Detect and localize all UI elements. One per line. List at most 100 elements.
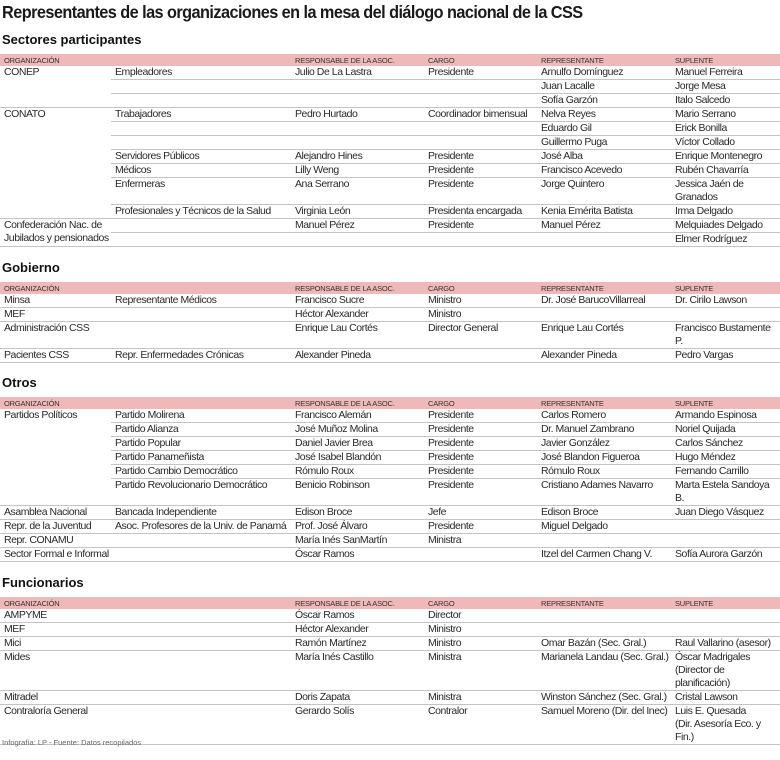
cell-cargo: Presidente xyxy=(424,409,537,423)
cell-responsable: Héctor Alexander xyxy=(291,622,424,637)
column-header-representante: REPRESENTANTE xyxy=(537,54,671,66)
cell-responsable: Francisco Alemán xyxy=(291,409,424,423)
cell-subgrupo: Repr. Enfermedades Crónicas xyxy=(111,348,291,363)
cell-representante: Javier González xyxy=(537,436,671,451)
cell-responsable: Rómulo Roux xyxy=(291,464,424,479)
cell-responsable: José Muñoz Molina xyxy=(291,422,424,437)
cell-cargo: Presidente xyxy=(424,436,537,451)
cell-responsable: Doris Zapata xyxy=(291,690,424,705)
cell-cargo xyxy=(424,121,537,136)
cell-suplente: Marta Estela Sandoya B. xyxy=(671,478,780,506)
cell-suplente: Erick Bonilla xyxy=(671,121,780,136)
cell-suplente: Fernando Carrillo xyxy=(671,464,780,479)
table-row: Mides María Inés Castillo Ministra Marianel… xyxy=(0,650,780,691)
cell-responsable: Julio De La Lastra xyxy=(291,66,424,80)
column-header-subgrupo xyxy=(111,397,291,409)
cell-responsable xyxy=(291,121,424,136)
section-gobierno: Gobierno ORGANIZACIÓN RESPONSABLE DE LA AS… xyxy=(0,260,780,363)
cell-suplente: Italo Salcedo xyxy=(671,93,780,108)
column-header-organizacion: ORGANIZACIÓN xyxy=(0,282,111,294)
cell-responsable: Ana Serrano xyxy=(291,177,424,205)
cell-suplente: Rubén Chavarría xyxy=(671,163,780,178)
cell-subgrupo: Partido Molirena xyxy=(111,409,291,423)
cell-cargo: Presidente xyxy=(424,163,537,178)
cell-representante: Eduardo Gil xyxy=(537,121,671,136)
cell-organizacion: Repr. de la Juventud xyxy=(0,519,111,534)
table-row: MEF Héctor Alexander Ministro xyxy=(0,622,780,637)
table-row: CONEP Empleadores Julio De La Lastra Presid… xyxy=(0,66,780,108)
cell-suplente: Noriel Quijada xyxy=(671,422,780,437)
table-row: Repr. de la Juventud Asoc. Profesores de … xyxy=(0,519,780,534)
representatives-table: ORGANIZACIÓN RESPONSABLE DE LA ASOC. CARGO… xyxy=(0,597,780,745)
cell-cargo xyxy=(424,93,537,108)
table-row: Elmer Rodríguez xyxy=(0,232,780,247)
cell-representante: Samuel Moreno (Dir. del Inec) xyxy=(537,704,671,745)
cell-organizacion: Contraloría General xyxy=(0,704,111,745)
column-header-representante: REPRESENTANTE xyxy=(537,597,671,609)
cell-representante: Miguel Delgado xyxy=(537,519,671,534)
cell-suplente: Hugo Méndez xyxy=(671,450,780,465)
cell-cargo: Presidente xyxy=(424,464,537,479)
column-header-suplente: SUPLENTE xyxy=(671,397,780,409)
column-header-subgrupo xyxy=(111,282,291,294)
cell-representante: Carlos Romero xyxy=(537,409,671,423)
cell-representante: Francisco Acevedo xyxy=(537,163,671,178)
cell-organizacion: Asamblea Nacional xyxy=(0,505,111,520)
representatives-table: ORGANIZACIÓN RESPONSABLE DE LA ASOC. CARGO… xyxy=(0,54,780,247)
cell-responsable xyxy=(291,232,424,247)
cell-responsable: Prof. José Álvaro xyxy=(291,519,424,534)
cell-subgrupo: Partido Revolucionario Democrático xyxy=(111,478,291,506)
table-row: Sofía Garzón Italo Salcedo xyxy=(0,93,780,108)
cell-suplente xyxy=(671,622,780,637)
representatives-table: ORGANIZACIÓN RESPONSABLE DE LA ASOC. CARGO… xyxy=(0,397,780,562)
column-header-subgrupo xyxy=(111,597,291,609)
cell-suplente: Víctor Collado xyxy=(671,135,780,150)
cell-responsable: Manuel Pérez xyxy=(291,218,424,233)
table-row: Repr. CONAMU María Inés SanMartín Ministra xyxy=(0,533,780,548)
column-header-cargo: CARGO xyxy=(424,282,537,294)
cell-cargo: Ministra xyxy=(424,533,537,548)
table-row: Médicos Lilly Weng Presidente Francisco Ace… xyxy=(0,163,780,178)
cell-organizacion: Minsa xyxy=(0,294,111,308)
table-row: Administración CSS Enrique Lau Cortés Dire… xyxy=(0,321,780,349)
cell-representante: Winston Sánchez (Sec. Gral.) xyxy=(537,690,671,705)
cell-suplente: Cristal Lawson xyxy=(671,690,780,705)
cell-cargo: Director xyxy=(424,609,537,623)
cell-responsable: Pedro Hurtado xyxy=(291,107,424,122)
cell-subgrupo xyxy=(111,307,291,322)
cell-responsable: Óscar Ramos xyxy=(291,547,424,562)
cell-cargo xyxy=(424,232,537,247)
cell-subgrupo: Asoc. Profesores de la Univ. de Panamá xyxy=(111,519,291,534)
cell-subgrupo xyxy=(111,547,291,562)
cell-organizacion: Partidos Políticos xyxy=(0,409,111,506)
cell-responsable xyxy=(291,93,424,108)
column-header-suplente: SUPLENTE xyxy=(671,597,780,609)
cell-representante: Kenia Emérita Batista xyxy=(537,204,671,219)
cell-organizacion: Administración CSS xyxy=(0,321,111,349)
cell-suplente: Jorge Mesa xyxy=(671,79,780,94)
cell-cargo: Ministro xyxy=(424,294,537,308)
cell-subgrupo xyxy=(111,533,291,548)
source-credit: Infografía: LP - Fuente: Datos recopilad… xyxy=(2,738,142,747)
cell-cargo: Director General xyxy=(424,321,537,349)
cell-cargo: Presidente xyxy=(424,450,537,465)
cell-representante: Itzel del Carmen Chang V. xyxy=(537,547,671,562)
cell-suplente xyxy=(671,307,780,322)
cell-responsable: Gerardo Solís xyxy=(291,704,424,745)
cell-cargo xyxy=(424,135,537,150)
cell-representante: Rómulo Roux xyxy=(537,464,671,479)
cell-cargo: Presidente xyxy=(424,218,537,233)
cell-cargo: Coordinador bimensual xyxy=(424,107,537,122)
cell-representante: Cristiano Adames Navarro xyxy=(537,478,671,506)
cell-organizacion: MEF xyxy=(0,307,111,322)
column-header-responsable: RESPONSABLE DE LA ASOC. xyxy=(291,597,424,609)
cell-subgrupo: Empleadores xyxy=(111,66,291,80)
cell-representante xyxy=(537,622,671,637)
cell-responsable: Alejandro Hines xyxy=(291,149,424,164)
cell-representante: Nelva Reyes xyxy=(537,107,671,122)
cell-responsable: Héctor Alexander xyxy=(291,307,424,322)
cell-subgrupo: Profesionales y Técnicos de la Salud xyxy=(111,204,291,219)
section-funcionarios: Funcionarios ORGANIZACIÓN RESPONSABLE DE L… xyxy=(0,575,780,745)
cell-representante: Juan Lacalle xyxy=(537,79,671,94)
cell-suplente: Juan Diego Vásquez xyxy=(671,505,780,520)
